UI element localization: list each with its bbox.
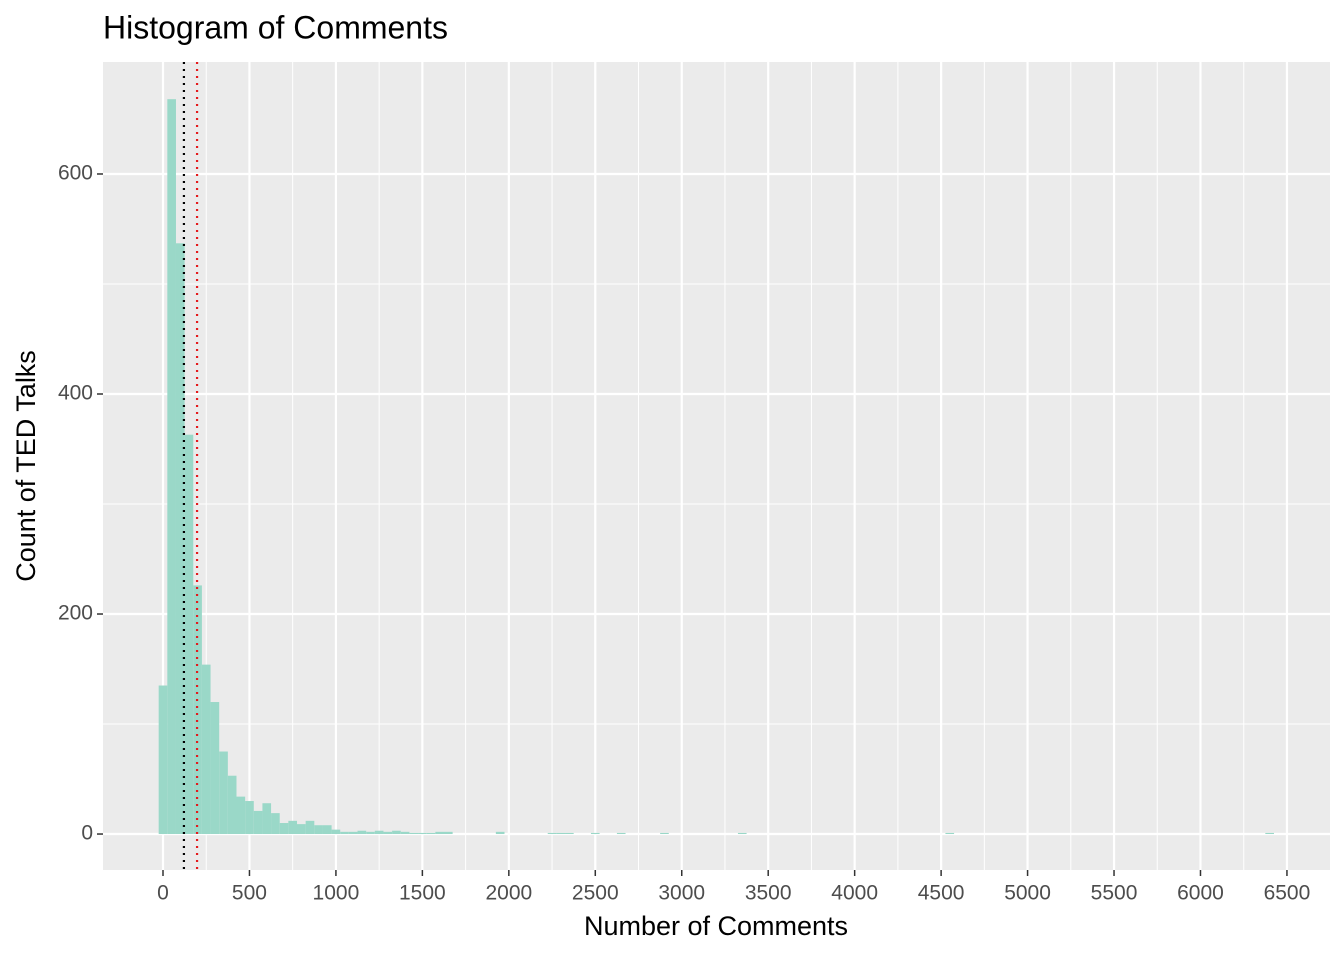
bar <box>236 796 246 835</box>
x-tick-label: 1500 <box>399 882 446 905</box>
x-tick-label: 6000 <box>1177 882 1224 905</box>
bar <box>556 832 566 835</box>
y-tick-label: 200 <box>58 602 93 625</box>
bar <box>167 99 176 835</box>
bar <box>426 832 436 835</box>
bar <box>495 831 505 835</box>
bar <box>737 832 747 835</box>
x-tick-label: 4000 <box>831 882 878 905</box>
bar <box>616 832 626 835</box>
bar <box>418 832 427 835</box>
bar <box>340 831 349 835</box>
x-tick-label: 1000 <box>313 882 360 905</box>
x-tick-label: 500 <box>232 882 267 905</box>
bar <box>409 832 419 835</box>
bar <box>945 832 955 835</box>
bar <box>219 751 228 835</box>
bar <box>400 831 410 835</box>
bar <box>392 830 401 835</box>
bar <box>443 831 453 835</box>
bar <box>201 664 211 835</box>
x-tick-label: 3000 <box>658 882 705 905</box>
x-tick-label: 5500 <box>1091 882 1138 905</box>
bar <box>158 685 168 835</box>
bar <box>184 434 194 835</box>
bar <box>374 830 384 835</box>
x-axis-title: Number of Comments <box>584 911 848 941</box>
bar <box>314 825 323 835</box>
chart-title: Histogram of Comments <box>103 9 448 45</box>
bar <box>348 831 358 835</box>
bar <box>322 825 332 835</box>
bar <box>193 585 202 835</box>
bar <box>383 831 393 835</box>
bar <box>175 243 185 835</box>
y-tick-label: 0 <box>81 822 93 845</box>
x-tick-label: 6500 <box>1264 882 1311 905</box>
bar <box>590 832 600 835</box>
bar <box>357 830 367 835</box>
y-tick-label: 600 <box>58 162 93 185</box>
bar <box>297 824 306 835</box>
bar <box>210 702 220 835</box>
x-tick-label: 3500 <box>745 882 792 905</box>
bar <box>245 801 254 835</box>
x-tick-label: 5000 <box>1004 882 1051 905</box>
x-tick-label: 2500 <box>572 882 619 905</box>
bar <box>262 803 272 835</box>
bar <box>331 829 341 835</box>
bar <box>253 810 263 835</box>
bar <box>660 832 669 835</box>
bar <box>547 832 557 835</box>
bar <box>435 831 444 835</box>
bar <box>227 775 237 835</box>
x-tick-label: 4500 <box>918 882 965 905</box>
bar <box>366 831 375 835</box>
y-tick-label: 400 <box>58 382 93 405</box>
y-axis-title: Count of TED Talks <box>11 350 41 582</box>
bar <box>305 820 315 835</box>
bar <box>271 813 280 835</box>
bar <box>279 823 289 835</box>
bar <box>565 832 574 835</box>
bar <box>288 820 298 835</box>
x-tick-label: 2000 <box>485 882 532 905</box>
x-tick-label: 0 <box>157 882 169 905</box>
bar <box>1265 832 1274 835</box>
panel <box>103 62 1330 870</box>
